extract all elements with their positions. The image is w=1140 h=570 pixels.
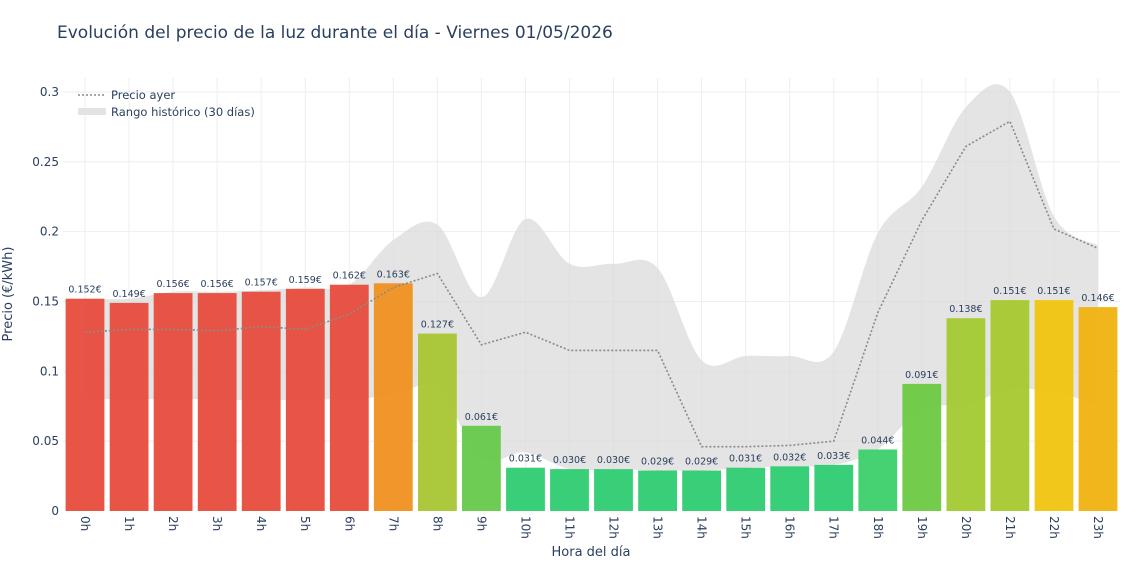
bar-label-3h: 0.156€ <box>200 279 233 290</box>
y-tick-label: 0 <box>51 504 59 518</box>
x-axis-title: Hora del día <box>552 545 631 560</box>
x-tick-label: 19h <box>915 516 929 539</box>
bar-label-9h: 0.061€ <box>465 412 498 423</box>
bar-8h <box>418 333 457 511</box>
x-tick-label: 4h <box>254 516 268 531</box>
x-tick-label: 21h <box>1003 516 1017 539</box>
bar-label-10h: 0.031€ <box>509 454 542 465</box>
y-tick-label: 0.1 <box>40 364 59 378</box>
bar-2h <box>153 293 193 511</box>
x-tick-label: 6h <box>342 516 356 531</box>
chart-title: Evolución del precio de la luz durante e… <box>57 23 613 43</box>
bar-11h <box>550 469 589 511</box>
x-tick-label: 22h <box>1047 516 1061 539</box>
bar-label-12h: 0.030€ <box>597 455 630 466</box>
y-tick-label: 0.2 <box>40 225 59 239</box>
bar-label-20h: 0.138€ <box>949 304 982 315</box>
bar-12h <box>594 469 633 511</box>
bar-label-15h: 0.031€ <box>729 454 762 465</box>
bar-17h <box>814 464 854 511</box>
x-tick-label: 7h <box>386 516 400 531</box>
bar-label-1h: 0.149€ <box>112 289 145 300</box>
x-tick-label: 0h <box>78 516 92 531</box>
y-tick-label: 0.25 <box>32 155 59 169</box>
bar-22h <box>1034 300 1074 511</box>
bar-5h <box>285 288 325 511</box>
x-tick-label: 10h <box>518 516 532 539</box>
historical-range-area <box>85 84 1098 471</box>
bar-3h <box>197 293 237 511</box>
bar-label-7h: 0.163€ <box>377 269 410 280</box>
x-tick-label: 15h <box>739 516 753 539</box>
bar-label-23h: 0.146€ <box>1081 293 1114 304</box>
bar-label-18h: 0.044€ <box>861 436 894 447</box>
bar-label-4h: 0.157€ <box>245 278 278 289</box>
legend-item-range: Rango histórico (30 días) <box>111 105 255 119</box>
y-tick-label: 0.15 <box>32 295 59 309</box>
bar-23h <box>1078 307 1118 511</box>
bar-label-16h: 0.032€ <box>773 452 806 463</box>
bar-16h <box>770 466 810 511</box>
bar-label-19h: 0.091€ <box>905 370 938 381</box>
bar-19h <box>902 383 942 511</box>
y-axis: 0 0.05 0.1 0.15 0.2 0.25 0.3 <box>32 85 59 518</box>
bar-14h <box>682 470 721 511</box>
bar-9h <box>462 425 501 511</box>
x-tick-label: 14h <box>695 516 709 539</box>
bar-18h <box>858 449 898 511</box>
bar-21h <box>990 300 1030 511</box>
legend-range-swatch <box>78 108 106 115</box>
yesterday-price-line <box>84 120 1099 448</box>
x-tick-label: 12h <box>607 516 621 539</box>
bar-label-5h: 0.159€ <box>289 275 322 286</box>
x-tick-label: 20h <box>959 516 973 539</box>
x-tick-label: 1h <box>122 516 136 531</box>
legend: Precio ayer Rango histórico (30 días) <box>78 88 255 119</box>
bars <box>65 283 1118 511</box>
x-tick-label: 2h <box>166 516 180 531</box>
x-tick-label: 5h <box>298 516 312 531</box>
historical-range-band <box>85 84 1098 471</box>
bar-20h <box>946 318 986 511</box>
bar-10h <box>506 467 545 511</box>
bar-13h <box>638 470 677 511</box>
bar-4h <box>241 291 281 511</box>
bar-label-14h: 0.029€ <box>685 457 718 468</box>
bar-label-0h: 0.152€ <box>68 285 101 296</box>
x-tick-label: 11h <box>563 516 577 539</box>
x-tick-label: 9h <box>474 516 488 531</box>
bar-6h <box>329 284 369 511</box>
x-tick-label: 18h <box>871 516 885 539</box>
legend-item-yesterday: Precio ayer <box>111 88 175 102</box>
bar-0h <box>65 298 105 511</box>
yesterday-price-path <box>84 120 1099 448</box>
bar-labels: 0.152€ 0.149€ 0.156€ 0.156€ 0.157€ 0.159€ 0.16… <box>68 269 1114 467</box>
x-tick-label: 16h <box>783 516 797 539</box>
bar-label-8h: 0.127€ <box>421 320 454 331</box>
x-tick-label: 17h <box>827 516 841 539</box>
x-tick-label: 13h <box>651 516 665 539</box>
bar-label-13h: 0.029€ <box>641 457 674 468</box>
y-axis-title: Precio (€/kWh) <box>1 247 16 342</box>
x-axis: 0h 1h 2h 3h 4h 5h 6h 7h 8h 9h 10h 11h 12h 13h 14h 15h 16… <box>78 516 1105 539</box>
y-tick-label: 0.05 <box>32 434 59 448</box>
bar-label-2h: 0.156€ <box>156 279 189 290</box>
bar-label-17h: 0.033€ <box>817 451 850 462</box>
bar-label-21h: 0.151€ <box>993 286 1026 297</box>
bar-7h <box>373 283 413 511</box>
bar-label-6h: 0.162€ <box>333 271 366 282</box>
x-tick-label: 23h <box>1091 516 1105 539</box>
bar-15h <box>726 467 766 511</box>
y-tick-label: 0.3 <box>40 85 59 99</box>
x-tick-label: 3h <box>210 516 224 531</box>
x-tick-label: 8h <box>430 516 444 531</box>
bar-label-11h: 0.030€ <box>553 455 586 466</box>
bar-1h <box>109 302 149 511</box>
bar-label-22h: 0.151€ <box>1037 286 1070 297</box>
